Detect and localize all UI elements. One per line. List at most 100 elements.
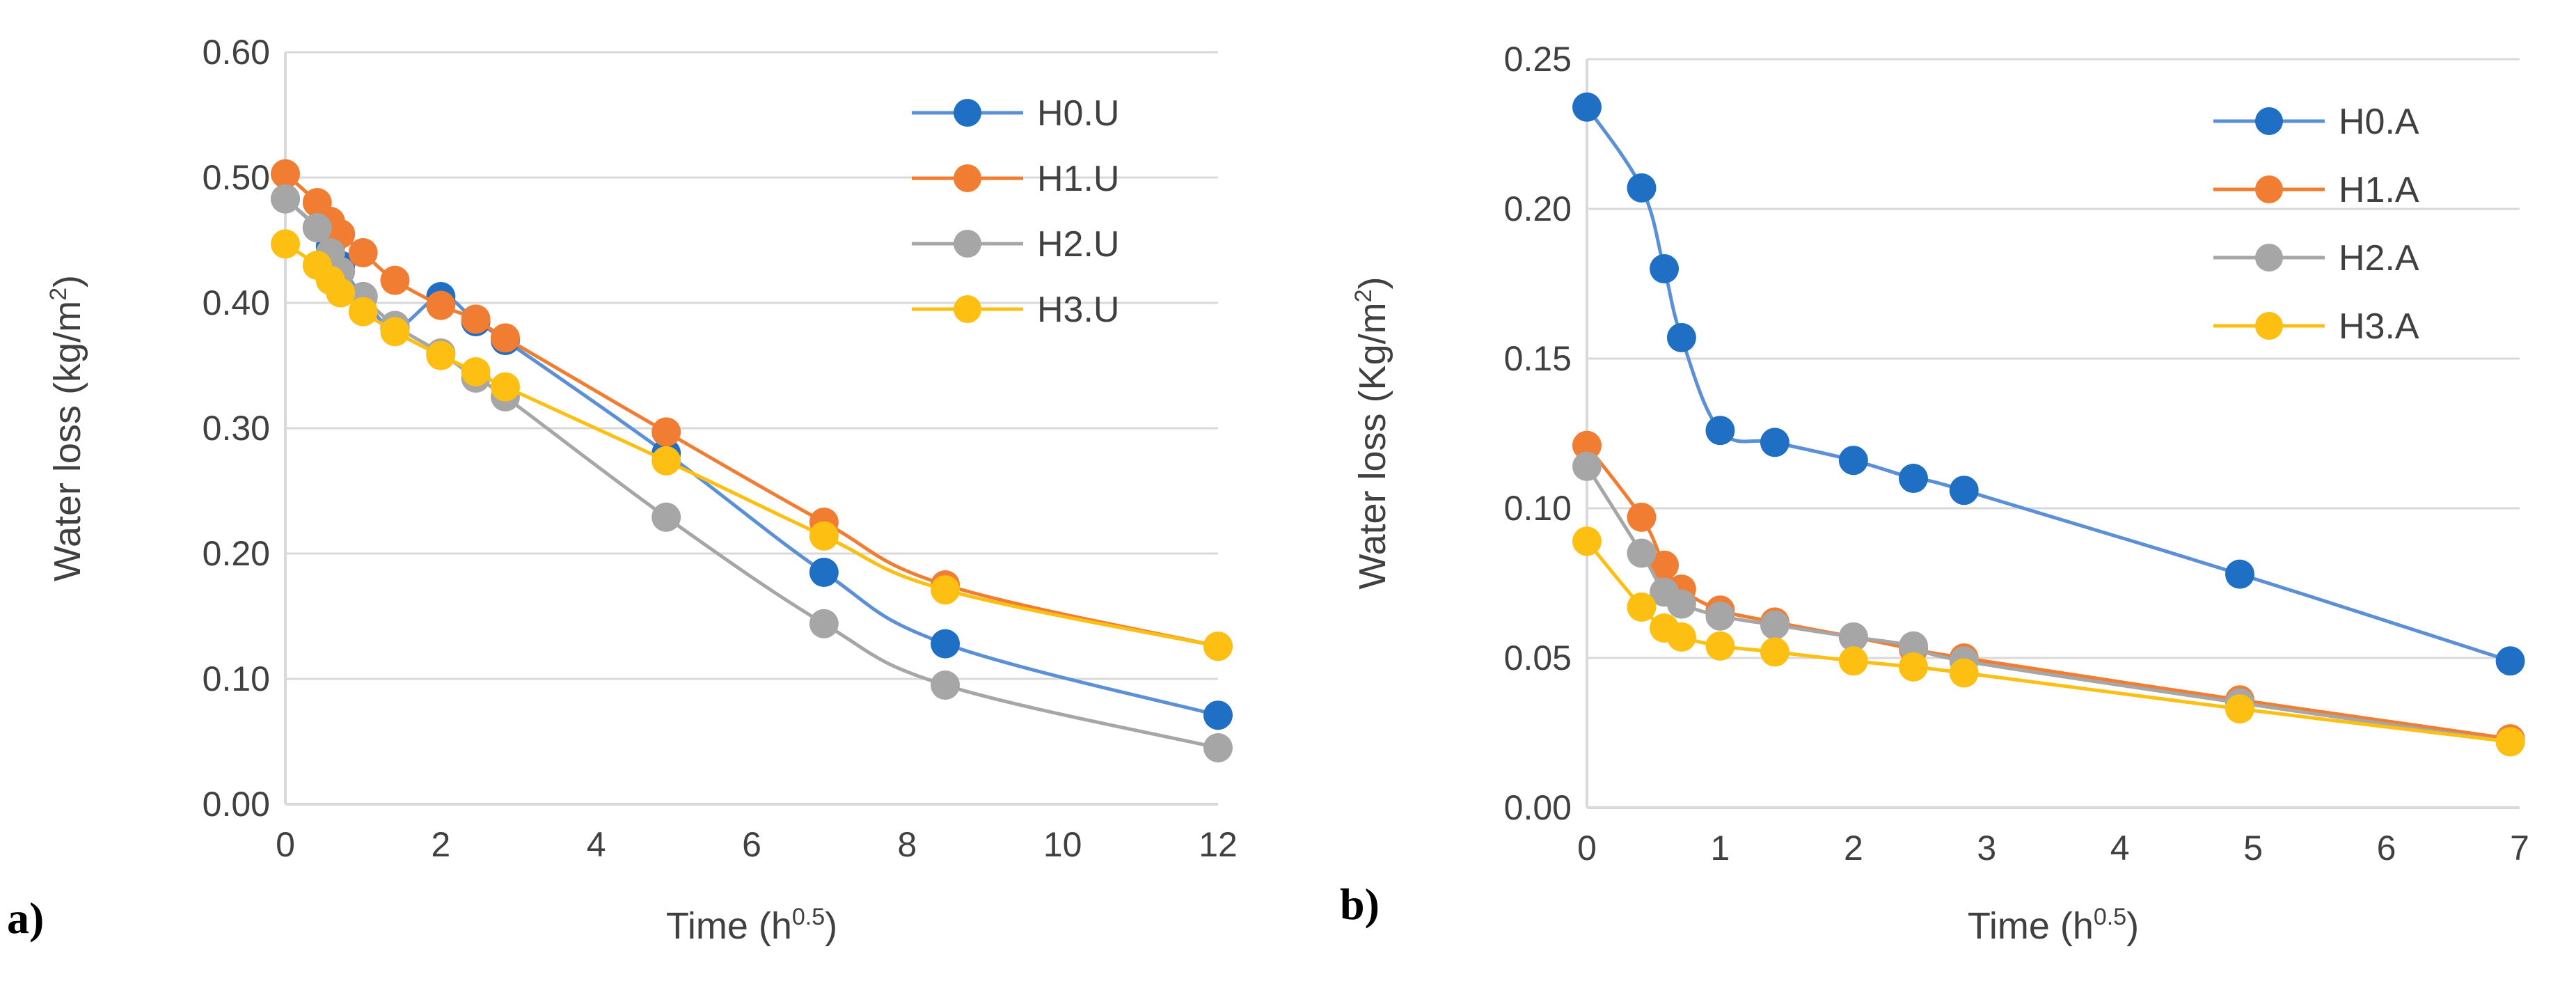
legend-marker-h1	[954, 164, 981, 192]
data-point	[651, 502, 681, 532]
legend-marker-h2	[2255, 244, 2283, 272]
data-point	[931, 629, 961, 659]
data-point	[1203, 733, 1233, 762]
legend-item: H0.U	[912, 93, 1119, 134]
data-point	[1705, 416, 1735, 446]
data-point	[931, 575, 961, 605]
y-tick-label: 0.05	[1504, 638, 1572, 677]
data-point	[380, 317, 410, 347]
y-tick-label: 0.40	[203, 283, 270, 322]
data-point	[2225, 694, 2254, 724]
data-point	[809, 609, 839, 638]
y-tick-label: 0.10	[1504, 489, 1572, 528]
x-tick-label: 10	[1043, 825, 1082, 864]
data-point	[271, 229, 300, 259]
data-point	[1627, 538, 1657, 568]
chart-panel-a: 0 2 4 6 8 10 12 0.00 0.10 0.20 0.30 0.40 0.50 0.60 T…	[7, 33, 1238, 947]
y-tick-label: 0.20	[1504, 189, 1572, 228]
legend-label-h3: H3.U	[1037, 290, 1119, 330]
x-tick-label: 0	[1577, 829, 1597, 868]
y-tick-label: 0.20	[203, 534, 270, 573]
data-point	[809, 521, 839, 551]
x-tick-label: 4	[2110, 829, 2130, 868]
legend-label-h0: H0.U	[1037, 93, 1119, 134]
x-tick-label: 0	[276, 825, 295, 864]
legend-label-h3: H3.A	[2339, 306, 2419, 347]
panel-b-gridlines	[1587, 58, 2520, 659]
data-point	[651, 446, 681, 476]
data-point	[1838, 446, 1868, 476]
series-h0-a	[1572, 92, 2525, 676]
series-h3-a	[1572, 526, 2525, 757]
legend-marker-h3	[954, 295, 981, 323]
legend-item: H3.U	[912, 290, 1119, 330]
legend-label-h2: H2.U	[1037, 224, 1119, 265]
legend-label-h1: H1.U	[1037, 159, 1119, 199]
data-point	[931, 671, 961, 700]
data-point	[1627, 502, 1657, 532]
data-point	[380, 265, 410, 295]
panel-b-x-tick-labels: 0 1 2 3 4 5 6 7	[1577, 829, 2529, 868]
data-point	[1949, 476, 1979, 505]
legend-label-h2: H2.A	[2339, 238, 2419, 279]
data-point	[1627, 173, 1657, 203]
data-point	[1838, 622, 1868, 652]
legend-item: H2.U	[912, 224, 1119, 265]
legend-item: H3.A	[2213, 306, 2419, 347]
data-point	[1572, 430, 1602, 460]
panel-b-y-axis-title: Water loss (Kg/m2)	[1350, 277, 1393, 590]
data-point	[1705, 631, 1735, 661]
x-tick-label: 1	[1711, 829, 1730, 868]
data-point	[1899, 464, 1928, 493]
panel-a-label: a)	[7, 893, 44, 943]
panel-b-label: b)	[1340, 879, 1380, 929]
data-point	[1666, 589, 1696, 619]
chart-panel-b: 0 1 2 3 4 5 6 7 0.00 0.05 0.10 0.15 0.20 0.25 Time (…	[1340, 40, 2529, 947]
legend-marker-h0	[2255, 107, 2283, 135]
y-tick-label: 0.60	[203, 33, 270, 72]
data-point	[426, 340, 456, 370]
data-point	[1666, 622, 1696, 652]
panel-b-y-tick-labels: 0.00 0.05 0.10 0.15 0.20 0.25	[1504, 40, 1572, 827]
data-point	[326, 278, 356, 308]
data-point	[1666, 322, 1696, 352]
data-point	[1203, 632, 1233, 661]
data-point	[1572, 526, 1602, 556]
data-point	[1572, 451, 1602, 481]
data-point	[302, 213, 332, 242]
data-point	[426, 290, 456, 320]
legend-item: H0.A	[2213, 102, 2419, 142]
y-tick-label: 0.50	[203, 158, 270, 197]
legend-label-h1: H1.A	[2339, 170, 2419, 210]
data-point	[271, 184, 300, 214]
x-tick-label: 2	[431, 825, 450, 864]
y-tick-label: 0.10	[203, 659, 270, 698]
x-tick-label: 4	[587, 825, 606, 864]
data-point	[2225, 559, 2254, 589]
panel-a-y-axis-title: Water loss (kg/m2)	[45, 275, 88, 581]
panel-a-x-axis-title: Time (h0.5)	[666, 904, 837, 947]
panel-a-legend: H0.U H1.U H2.U H3.U	[912, 93, 1119, 330]
data-point	[1838, 646, 1868, 676]
legend-marker-h2	[954, 230, 981, 258]
data-point	[2495, 727, 2525, 757]
data-point	[1572, 92, 1602, 122]
x-tick-label: 6	[2377, 829, 2396, 868]
legend-marker-h3	[2255, 312, 2283, 340]
data-point	[348, 297, 378, 327]
panel-b-series	[1572, 92, 2525, 757]
y-tick-label: 0.00	[1504, 788, 1572, 827]
panel-b-x-axis-title: Time (h0.5)	[1968, 904, 2139, 947]
panel-b-legend: H0.A H1.A H2.A H3.A	[2213, 102, 2419, 347]
panel-a-x-tick-labels: 0 2 4 6 8 10 12	[276, 825, 1238, 864]
x-tick-label: 6	[742, 825, 761, 864]
data-point	[1203, 700, 1233, 730]
data-point	[1949, 658, 1979, 688]
data-point	[348, 238, 378, 267]
data-point	[1760, 637, 1789, 667]
data-point	[651, 417, 681, 447]
legend-item: H2.A	[2213, 238, 2419, 279]
legend-item: H1.U	[912, 159, 1119, 199]
